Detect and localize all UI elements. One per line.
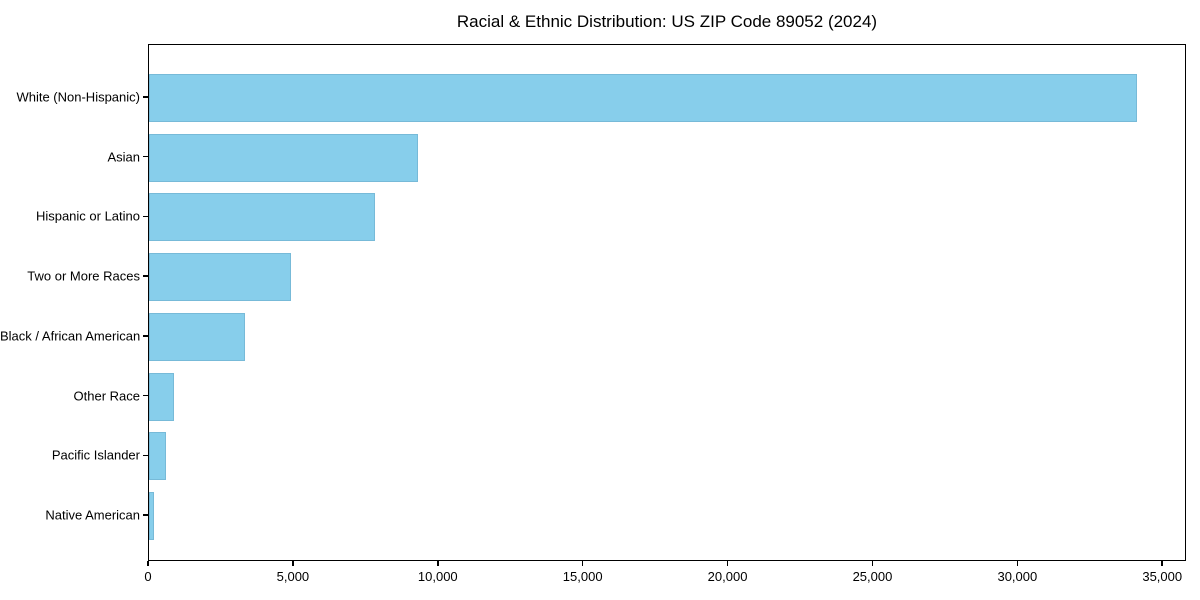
bar-other-race xyxy=(149,372,175,421)
bar-two-or-more-races xyxy=(149,253,291,302)
x-tick-label-25-000: 25,000 xyxy=(852,569,893,584)
bar-white-non-hispanic xyxy=(149,74,1138,122)
y-tick-label-asian: Asian xyxy=(107,149,140,165)
y-tick-label-two-or-more-races: Two or More Races xyxy=(27,268,140,284)
y-tick-mark-hispanic-or-latino xyxy=(143,215,148,218)
y-tick-mark-asian xyxy=(143,155,148,158)
x-tick-label-5-000: 5,000 xyxy=(276,569,310,584)
x-tick-label-20-000: 20,000 xyxy=(707,569,748,584)
x-tick-label-35-000: 35,000 xyxy=(1142,569,1183,584)
y-tick-label-native-american: Native American xyxy=(45,507,140,523)
x-tick-mark-25-000 xyxy=(871,561,874,566)
bar-black-african-american xyxy=(149,312,245,361)
y-tick-mark-black-african-american xyxy=(143,335,148,337)
x-tick-mark-0 xyxy=(147,561,149,566)
y-tick-mark-other-race xyxy=(143,394,148,397)
y-tick-mark-pacific-islander xyxy=(143,454,148,457)
y-tick-label-black-african-american: Black / African American xyxy=(0,328,141,344)
plot-area xyxy=(148,44,1186,561)
bar-native-american xyxy=(149,491,154,540)
x-tick-mark-20-000 xyxy=(726,561,729,566)
y-tick-mark-two-or-more-races xyxy=(143,275,148,277)
bar-pacific-islander xyxy=(149,432,167,481)
x-tick-mark-35-000 xyxy=(1161,561,1163,566)
x-tick-mark-30-000 xyxy=(1016,561,1019,566)
x-tick-label-15-000: 15,000 xyxy=(562,569,603,584)
bar-asian xyxy=(149,133,419,182)
x-tick-mark-15-000 xyxy=(581,561,584,566)
x-tick-label-30-000: 30,000 xyxy=(997,569,1038,584)
y-tick-mark-white-non-hispanic xyxy=(143,96,148,98)
y-tick-label-hispanic-or-latino: Hispanic or Latino xyxy=(35,208,140,224)
y-tick-mark-native-american xyxy=(143,514,148,516)
x-tick-mark-5-000 xyxy=(292,561,294,566)
chart-title: Racial & Ethnic Distribution: US ZIP Cod… xyxy=(456,12,878,31)
x-tick-mark-10-000 xyxy=(437,561,439,566)
x-tick-label-10-000: 10,000 xyxy=(417,569,458,584)
y-tick-label-white-non-hispanic: White (Non-Hispanic) xyxy=(16,89,140,105)
y-tick-label-other-race: Other Race xyxy=(73,388,140,404)
y-tick-label-pacific-islander: Pacific Islander xyxy=(51,447,140,463)
x-tick-label-0: 0 xyxy=(144,569,152,584)
bar-hispanic-or-latino xyxy=(149,193,375,242)
